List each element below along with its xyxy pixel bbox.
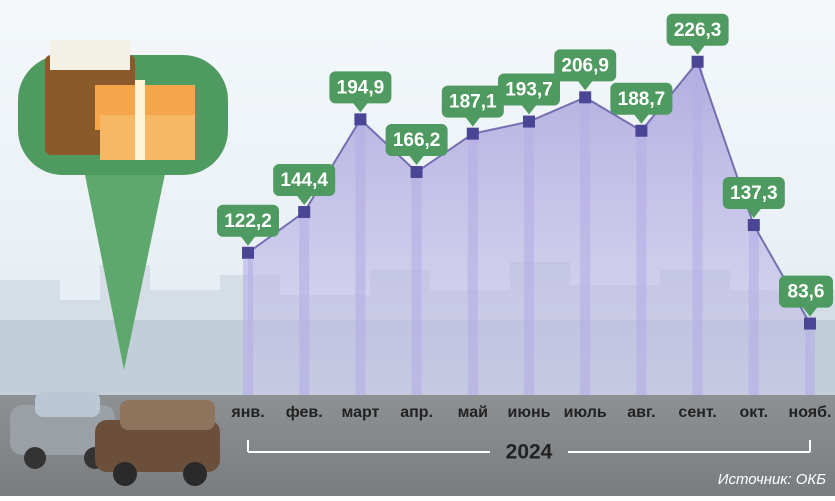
value-label: 83,6 [788,282,825,303]
marker [242,247,254,259]
x-tick-label: окт. [739,404,768,421]
marker [692,56,704,68]
x-tick-label: март [341,404,379,421]
drop-band [468,134,478,395]
value-label: 193,7 [505,80,553,101]
marker [467,128,479,140]
x-tick-label: июнь [508,404,551,421]
value-label: 226,3 [674,20,722,41]
drop-band [693,62,703,395]
x-tick-label: нояб. [789,404,832,421]
x-tick-label: сент. [678,404,716,421]
marker [523,116,535,128]
marker [298,206,310,218]
value-label: 137,3 [730,183,778,204]
value-label: 166,2 [393,130,441,151]
marker [579,91,591,103]
value-label: 122,2 [224,211,272,232]
drop-band [243,253,253,395]
marker [635,125,647,137]
drop-band [355,119,365,395]
x-tick-label: авг. [627,404,655,421]
x-tick-label: май [458,404,488,421]
drop-band [805,324,815,395]
value-label: 144,4 [280,170,328,191]
x-tick-label: янв. [230,404,264,421]
period-label: 2024 [506,441,553,464]
chart: 122,2 янв. 144,4 фев. 194,9 март 166,2 апр. 187,… [0,0,835,496]
drop-band [749,225,759,395]
value-label: 194,9 [337,77,385,98]
drop-band [524,122,534,395]
x-tick-label: июль [564,404,607,421]
drop-band [299,212,309,395]
drop-band [412,172,422,395]
value-label: 187,1 [449,92,497,113]
value-label: 188,7 [618,89,666,110]
marker [748,219,760,231]
source: Источник: ОКБ [718,471,827,488]
x-tick-label: апр. [400,404,433,421]
value-label: 206,9 [561,55,609,76]
marker [411,166,423,178]
marker [354,113,366,125]
marker [804,318,816,330]
drop-band [580,97,590,395]
x-tick-label: фев. [286,404,323,421]
drop-band [636,131,646,395]
